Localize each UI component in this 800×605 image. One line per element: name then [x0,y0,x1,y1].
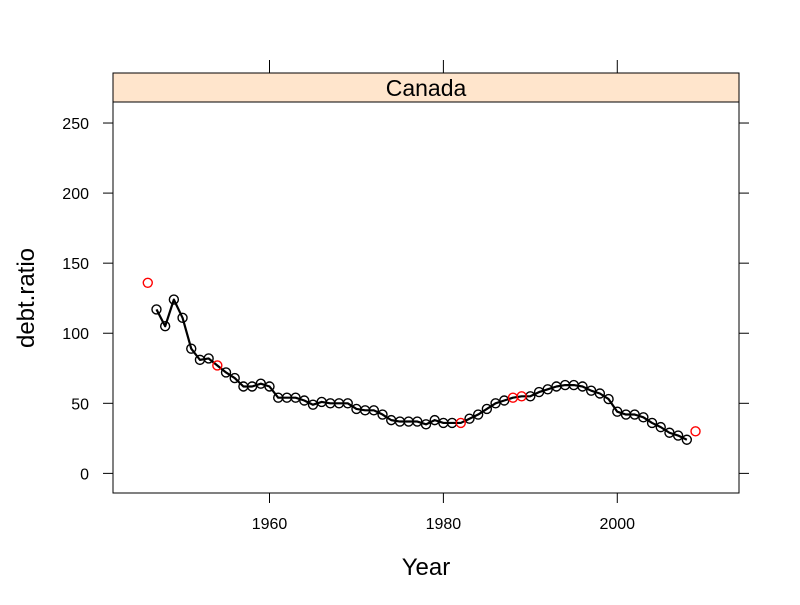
x-tick-label-2000: 2000 [599,516,635,533]
data-point-2003 [638,412,649,423]
y-tick-label-250: 250 [62,116,89,133]
data-point-1955 [220,367,232,378]
data-point-1998 [594,388,606,399]
right-axis-ticks [739,122,749,474]
y-tick-label-0: 0 [80,466,89,483]
plot-frame [112,101,740,494]
data-point-1948 [159,321,171,332]
data-point-1985 [481,403,493,415]
y-tick-label-200: 200 [62,186,89,203]
highlighted-point-1982 [455,417,466,429]
data-point-1977 [412,416,423,427]
data-point-1983 [464,413,475,424]
data-point-1968 [333,398,345,409]
data-point-1992 [542,384,553,395]
x-tick-label-1960: 1960 [252,516,288,533]
data-point-1971 [359,405,371,416]
top-axis-ticks [269,60,618,73]
data-point-1951 [186,343,197,354]
data-point-1957 [238,381,249,392]
data-point-1996 [577,381,588,392]
data-point-1965 [307,399,319,410]
data-point-1972 [368,405,380,416]
data-point-1967 [325,398,336,409]
data-point-1999 [603,393,614,405]
data-point-1994 [559,379,571,391]
y-axis-label: debt.ratio [13,248,40,348]
highlighted-point-1946 [142,277,153,288]
data-point-2001 [620,409,632,420]
data-point-1953 [203,353,214,364]
data-point-1990 [525,391,536,402]
data-point-1958 [246,381,258,392]
x-axis: 1960 1980 2000 [252,493,635,533]
highlighted-point-1989 [516,391,527,402]
panel-title: Canada [386,75,467,101]
data-point-1966 [316,396,327,408]
data-point-1993 [551,381,562,392]
data-point-1949 [168,294,180,305]
data-point-1984 [472,409,484,420]
data-point-1956 [229,372,240,384]
data-point-1980 [438,417,449,429]
data-point-2004 [646,417,658,429]
data-point-1981 [446,417,458,429]
data-point-1963 [290,392,301,403]
data-point-1973 [377,409,388,420]
highlighted-points [142,277,701,437]
data-point-2000 [612,406,623,417]
data-point-1986 [490,398,501,409]
y-tick-label-50: 50 [71,396,89,413]
data-point-1960 [264,381,275,392]
highlighted-point-2009 [690,426,701,437]
x-tick-label-1980: 1980 [426,516,462,533]
data-point-1976 [403,416,414,427]
data-point-2008 [681,434,693,445]
panel-strip [112,72,740,103]
data-point-1964 [299,395,310,406]
data-point-2005 [655,421,666,433]
y-tick-label-100: 100 [62,326,89,343]
data-point-1987 [499,395,510,406]
data-point-1979 [429,414,440,426]
data-point-1997 [585,385,597,396]
observed-points [151,294,693,445]
data-point-1961 [272,392,284,403]
data-point-1962 [281,392,293,403]
data-point-1974 [386,414,397,426]
y-axis: 0 50 100 150 200 250 [62,116,113,483]
data-point-1978 [420,419,432,430]
x-axis-label: Year [402,554,451,581]
data-point-1991 [533,386,545,398]
data-point-2002 [629,409,640,420]
data-point-1959 [255,378,267,389]
y-tick-label-150: 150 [62,256,89,273]
data-point-2006 [664,427,675,438]
highlighted-point-1954 [212,360,223,371]
data-point-1970 [351,403,362,415]
data-point-1975 [394,416,406,427]
data-point-1995 [568,379,580,391]
data-point-2007 [672,430,684,441]
data-point-1947 [151,304,162,315]
data-point-1950 [177,312,188,324]
data-point-1952 [194,354,206,366]
data-point-1969 [342,398,353,409]
